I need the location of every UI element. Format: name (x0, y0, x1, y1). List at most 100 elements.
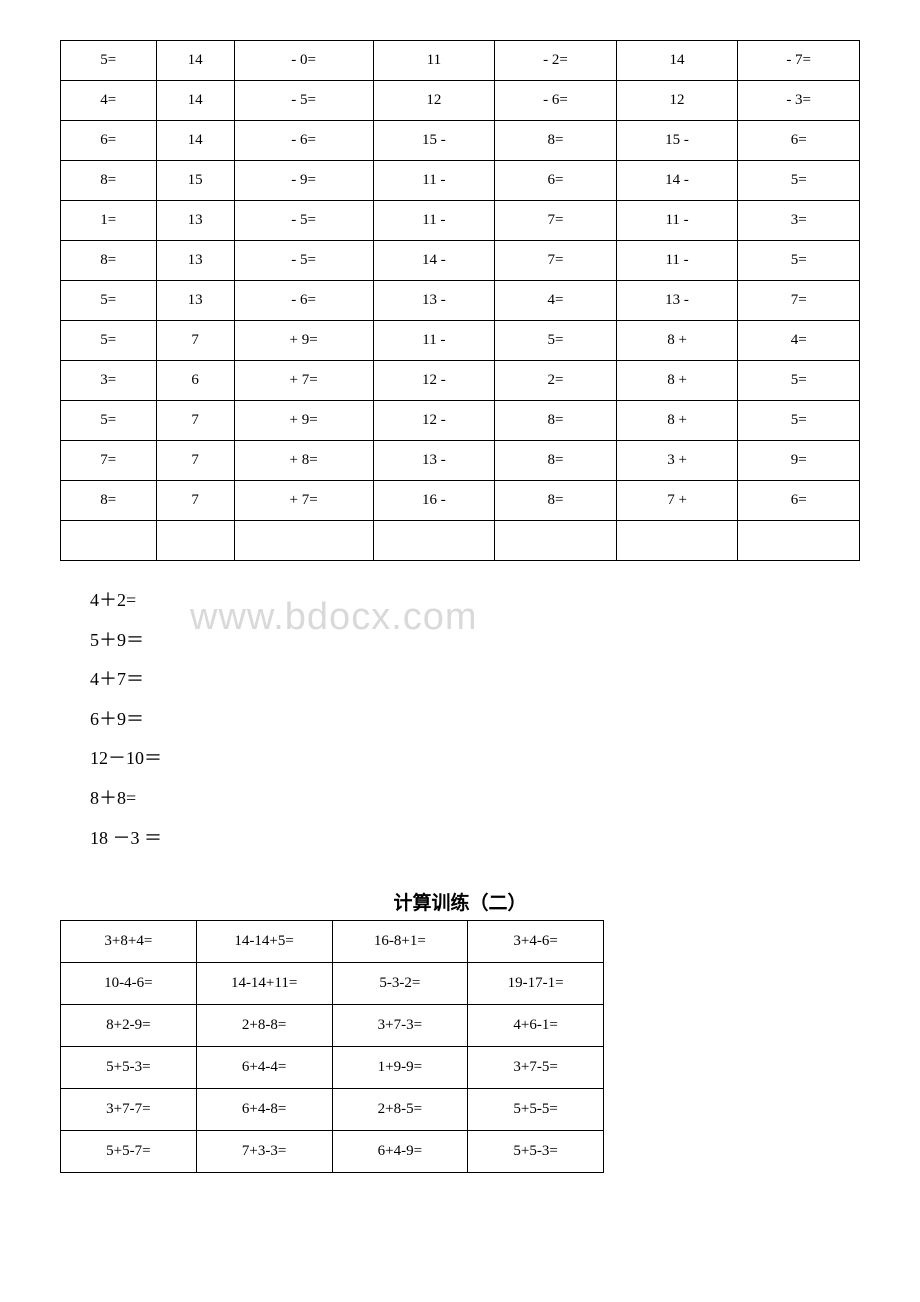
table-row: 5+5-7= 7+3-3= 6+4-9= 5+5-3= (61, 1131, 604, 1173)
cell: 4= (738, 321, 860, 361)
cell: 12 (616, 81, 738, 121)
cell: 8= (495, 481, 617, 521)
cell: 14 (156, 41, 234, 81)
cell: - 3= (738, 81, 860, 121)
cell: 12 - (373, 401, 495, 441)
cell: 7= (738, 281, 860, 321)
cell: 5= (738, 161, 860, 201)
cell: 12 - (373, 361, 495, 401)
cell: 1= (61, 201, 157, 241)
cell: 7+3-3= (196, 1131, 332, 1173)
cell: - 6= (234, 281, 373, 321)
cell: 11 - (373, 321, 495, 361)
cell: 14 (616, 41, 738, 81)
cell: 8 + (616, 361, 738, 401)
table-row: 1= 13 - 5= 11 - 7= 11 - 3= (61, 201, 860, 241)
cell: 14 (156, 121, 234, 161)
cell: 5= (61, 401, 157, 441)
cell: 6 (156, 361, 234, 401)
cell: 4+6-1= (468, 1005, 604, 1047)
cell: 5= (495, 321, 617, 361)
table-row: 8= 7 + 7= 16 - 8= 7 + 6= (61, 481, 860, 521)
cell: 3= (738, 201, 860, 241)
cell: 14 - (373, 241, 495, 281)
cell: 16-8+1= (332, 921, 468, 963)
cell: 7= (61, 441, 157, 481)
equations-list: www.bdocx.com 4＋2= 5＋9＝ 4＋7＝ 6＋9＝ 12－10＝… (90, 581, 860, 858)
cell (495, 521, 617, 561)
cell: 7 (156, 321, 234, 361)
cell: 4= (61, 81, 157, 121)
cell: 8= (61, 241, 157, 281)
equation-item: 12－10＝ (90, 739, 860, 779)
table-row: 5+5-3= 6+4-4= 1+9-9= 3+7-5= (61, 1047, 604, 1089)
cell: + 8= (234, 441, 373, 481)
table-row: 3= 6 + 7= 12 - 2= 8 + 5= (61, 361, 860, 401)
cell: - 5= (234, 81, 373, 121)
cell: 1+9-9= (332, 1047, 468, 1089)
cell: 13 (156, 201, 234, 241)
cell (234, 521, 373, 561)
math-table-1: 5= 14 - 0= 11 - 2= 14 - 7= 4= 14 - 5= 12… (60, 40, 860, 561)
cell: 2+8-8= (196, 1005, 332, 1047)
cell: 11 - (373, 201, 495, 241)
cell (616, 521, 738, 561)
cell: 16 - (373, 481, 495, 521)
cell: 8 + (616, 401, 738, 441)
cell: 7 + (616, 481, 738, 521)
table-row: 5= 7 + 9= 11 - 5= 8 + 4= (61, 321, 860, 361)
cell: 14 (156, 81, 234, 121)
cell (738, 521, 860, 561)
table-row: 5= 14 - 0= 11 - 2= 14 - 7= (61, 41, 860, 81)
cell: 12 (373, 81, 495, 121)
cell: 5= (61, 41, 157, 81)
cell: 15 - (616, 121, 738, 161)
cell: + 9= (234, 321, 373, 361)
cell: - 7= (738, 41, 860, 81)
cell: 5= (738, 241, 860, 281)
equation-item: 6＋9＝ (90, 700, 860, 740)
cell: 13 - (373, 281, 495, 321)
table-row: 5= 7 + 9= 12 - 8= 8 + 5= (61, 401, 860, 441)
cell: 13 (156, 241, 234, 281)
equation-item: 18 －3 ＝ (90, 819, 860, 859)
math-table-2: 3+8+4= 14-14+5= 16-8+1= 3+4-6= 10-4-6= 1… (60, 920, 604, 1173)
cell: 7 (156, 441, 234, 481)
cell (156, 521, 234, 561)
cell: 14-14+5= (196, 921, 332, 963)
cell: 5-3-2= (332, 963, 468, 1005)
table1-body: 5= 14 - 0= 11 - 2= 14 - 7= 4= 14 - 5= 12… (61, 41, 860, 561)
equation-item: 5＋9＝ (90, 621, 860, 661)
table2-body: 3+8+4= 14-14+5= 16-8+1= 3+4-6= 10-4-6= 1… (61, 921, 604, 1173)
cell: 6= (738, 481, 860, 521)
cell: 3 + (616, 441, 738, 481)
table-row: 3+8+4= 14-14+5= 16-8+1= 3+4-6= (61, 921, 604, 963)
cell (373, 521, 495, 561)
cell: 14-14+11= (196, 963, 332, 1005)
cell: 7= (495, 241, 617, 281)
cell: 14 - (616, 161, 738, 201)
cell: 6+4-9= (332, 1131, 468, 1173)
cell: 3+7-5= (468, 1047, 604, 1089)
table-row: 8+2-9= 2+8-8= 3+7-3= 4+6-1= (61, 1005, 604, 1047)
cell: 3+8+4= (61, 921, 197, 963)
cell: 8= (495, 401, 617, 441)
cell: 6+4-4= (196, 1047, 332, 1089)
cell: 6= (738, 121, 860, 161)
cell: 5= (61, 281, 157, 321)
table-row: 10-4-6= 14-14+11= 5-3-2= 19-17-1= (61, 963, 604, 1005)
equation-item: 4＋7＝ (90, 660, 860, 700)
table-row (61, 521, 860, 561)
table-row: 3+7-7= 6+4-8= 2+8-5= 5+5-5= (61, 1089, 604, 1131)
cell: 8+2-9= (61, 1005, 197, 1047)
cell: 5+5-7= (61, 1131, 197, 1173)
cell: - 6= (234, 121, 373, 161)
cell: 11 (373, 41, 495, 81)
cell: 11 - (616, 241, 738, 281)
cell: 5+5-5= (468, 1089, 604, 1131)
cell: 6= (495, 161, 617, 201)
table-row: 6= 14 - 6= 15 - 8= 15 - 6= (61, 121, 860, 161)
cell: 15 (156, 161, 234, 201)
cell: 13 - (616, 281, 738, 321)
table-row: 7= 7 + 8= 13 - 8= 3 + 9= (61, 441, 860, 481)
